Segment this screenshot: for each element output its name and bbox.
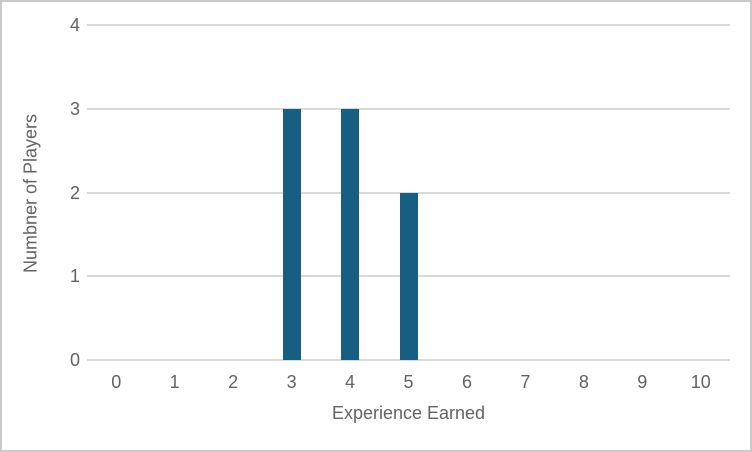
- bar: [399, 192, 418, 360]
- x-tick-label: 5: [403, 372, 414, 392]
- gridline: [87, 107, 730, 110]
- x-tick-label: 3: [286, 372, 297, 392]
- x-tick-label: 0: [111, 372, 122, 392]
- y-tick-label: 2: [69, 182, 80, 203]
- x-tick-label: 7: [520, 372, 531, 392]
- bar: [341, 108, 360, 360]
- y-tick-label: 0: [69, 350, 80, 370]
- x-tick-label: 4: [345, 372, 356, 392]
- x-axis-title: Experience Earned: [331, 403, 486, 423]
- y-tick-label: 1: [69, 266, 80, 287]
- plot-area: [87, 24, 730, 361]
- y-tick-label: 3: [69, 98, 80, 119]
- x-tick-label: 10: [690, 372, 711, 392]
- x-tick-label: 2: [228, 372, 239, 392]
- x-tick-label: 1: [169, 372, 180, 392]
- gridline: [87, 24, 730, 26]
- x-tick-label: 9: [637, 372, 648, 392]
- x-tick-label: 6: [461, 372, 472, 392]
- y-tick-label: 4: [69, 15, 80, 35]
- x-tick-label: 8: [578, 372, 589, 392]
- x-axis-line: [87, 359, 730, 361]
- bar: [282, 108, 301, 360]
